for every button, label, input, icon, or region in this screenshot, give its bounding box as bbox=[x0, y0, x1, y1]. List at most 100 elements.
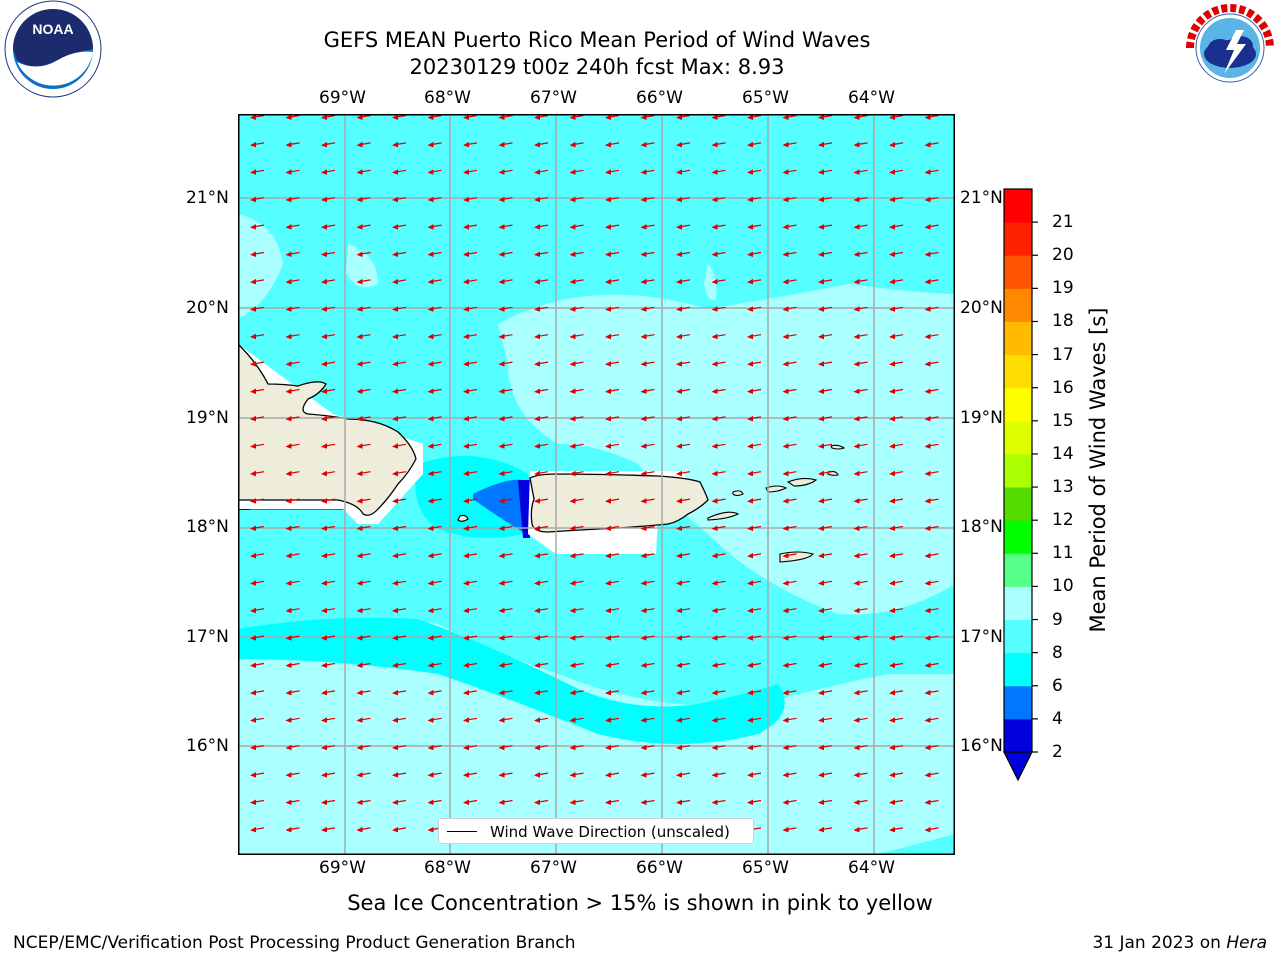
wind-arrow bbox=[285, 443, 300, 449]
wind-arrow bbox=[250, 772, 265, 778]
wind-arrow bbox=[676, 251, 691, 257]
wind-arrow bbox=[853, 333, 868, 340]
colorbar-tick-label: 16 bbox=[1052, 377, 1074, 398]
wind-arrow bbox=[356, 498, 371, 504]
wind-arrow bbox=[676, 470, 691, 477]
lon-label-bottom: 68°W bbox=[424, 858, 471, 878]
wind-arrow bbox=[782, 525, 797, 531]
wind-arrow bbox=[569, 251, 584, 257]
wind-arrow bbox=[427, 306, 442, 312]
wind-arrow bbox=[463, 224, 478, 230]
wind-arrow bbox=[853, 224, 868, 230]
wind-arrow bbox=[427, 224, 442, 230]
wind-arrow bbox=[534, 717, 549, 723]
wind-arrow bbox=[711, 415, 726, 422]
wind-arrow bbox=[711, 306, 726, 312]
period-regions-light bbox=[238, 214, 955, 855]
wind-arrow bbox=[605, 662, 620, 668]
wind-arrow bbox=[676, 333, 691, 340]
wind-arrow bbox=[463, 251, 478, 257]
wind-arrow bbox=[356, 552, 371, 559]
wind-arrow bbox=[782, 224, 797, 230]
colorbar bbox=[1003, 188, 1038, 782]
wind-arrow bbox=[463, 552, 478, 559]
wind-arrow bbox=[711, 251, 726, 257]
wind-arrow bbox=[889, 826, 904, 833]
wind-arrow bbox=[498, 141, 513, 148]
wind-arrow bbox=[498, 772, 513, 778]
colorbar-tick-label: 21 bbox=[1052, 212, 1074, 233]
wind-arrow bbox=[569, 415, 584, 422]
wind-arrow bbox=[392, 689, 407, 696]
wind-arrow bbox=[818, 717, 833, 723]
wind-arrow bbox=[534, 744, 549, 751]
wind-arrow bbox=[569, 333, 584, 340]
wind-arrow bbox=[463, 744, 478, 751]
wind-arrow bbox=[818, 388, 833, 394]
wind-arrow bbox=[569, 306, 584, 312]
wind-arrow bbox=[569, 224, 584, 230]
wind-arrow bbox=[924, 169, 939, 175]
wind-arrow bbox=[285, 388, 300, 394]
wind-arrow bbox=[676, 443, 691, 449]
wind-arrow bbox=[498, 415, 513, 422]
puerto-rico-land bbox=[529, 473, 709, 533]
wind-arrow bbox=[427, 662, 442, 668]
wind-arrow bbox=[427, 498, 442, 504]
wind-arrow bbox=[285, 278, 300, 285]
wind-arrow bbox=[285, 415, 300, 422]
wind-arrow bbox=[889, 388, 904, 394]
wind-arrow bbox=[534, 525, 549, 531]
wind-arrow bbox=[853, 114, 868, 120]
wind-arrow bbox=[640, 251, 655, 257]
wind-arrow bbox=[498, 361, 513, 367]
wind-arrow bbox=[569, 470, 584, 477]
wind-arrow bbox=[285, 361, 300, 367]
wind-arrow bbox=[463, 169, 478, 175]
wind-arrow bbox=[818, 552, 833, 559]
colorbar-segment bbox=[1004, 255, 1032, 289]
wind-arrow bbox=[498, 224, 513, 230]
lon-label-top: 66°W bbox=[636, 88, 683, 108]
wind-arrow bbox=[463, 717, 478, 723]
wind-arrow bbox=[924, 826, 939, 833]
map-frame bbox=[238, 114, 955, 855]
lon-label-top: 69°W bbox=[319, 88, 366, 108]
wind-arrow bbox=[392, 799, 407, 805]
lat-label-right: 18°N bbox=[960, 517, 1003, 537]
wind-arrow bbox=[356, 278, 371, 285]
wind-arrow bbox=[818, 635, 833, 641]
wind-arrow bbox=[889, 443, 904, 449]
wind-arrow bbox=[924, 114, 939, 120]
wind-arrow bbox=[356, 470, 371, 477]
colorbar-tick-label: 14 bbox=[1052, 443, 1074, 464]
colorbar-segment bbox=[1004, 586, 1032, 621]
wind-arrow bbox=[534, 141, 549, 148]
wind-arrow bbox=[676, 306, 691, 312]
lat-label-right: 21°N bbox=[960, 188, 1003, 208]
wind-arrow bbox=[498, 689, 513, 696]
wind-arrow bbox=[853, 251, 868, 257]
wind-arrow bbox=[463, 525, 478, 531]
wind-arrow bbox=[818, 415, 833, 422]
lat-label-right: 20°N bbox=[960, 298, 1003, 318]
wind-arrow bbox=[356, 826, 371, 833]
wind-arrow bbox=[853, 826, 868, 833]
wind-arrow bbox=[782, 141, 797, 148]
chart-title-line1: GEFS MEAN Puerto Rico Mean Period of Win… bbox=[323, 28, 871, 52]
wind-arrow bbox=[818, 196, 833, 203]
wind-arrow bbox=[605, 635, 620, 641]
wind-arrow bbox=[321, 224, 336, 230]
wind-arrow bbox=[818, 470, 833, 477]
wind-arrow bbox=[285, 689, 300, 696]
wind-arrow bbox=[605, 169, 620, 175]
wind-arrow bbox=[250, 224, 265, 230]
wind-arrow bbox=[569, 169, 584, 175]
wind-arrow bbox=[356, 662, 371, 668]
wind-arrow bbox=[711, 689, 726, 696]
wind-arrow bbox=[889, 415, 904, 422]
wind-arrow bbox=[427, 717, 442, 723]
wind-arrow bbox=[747, 114, 762, 120]
wind-arrow bbox=[250, 114, 265, 120]
colorbar-tick-label: 20 bbox=[1052, 245, 1074, 266]
